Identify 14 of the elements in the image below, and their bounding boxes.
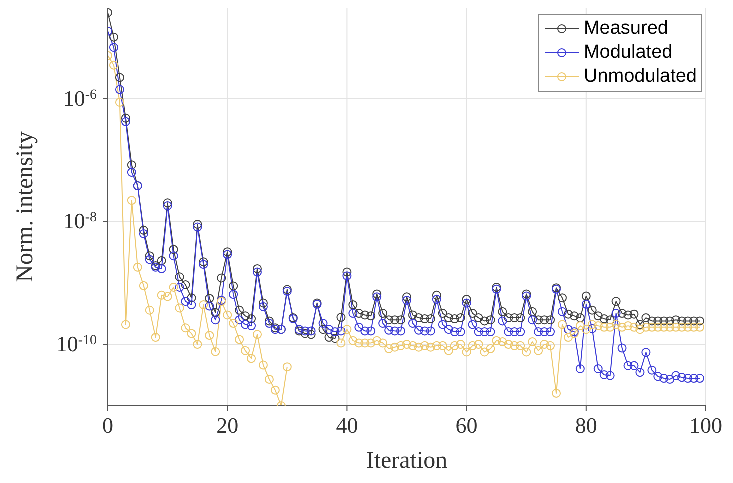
y-axis-title: Norm. intensity [12, 132, 39, 282]
y-tick-label: 10$^{-6}$ [63, 86, 97, 111]
x-tick-label: 80 [575, 413, 598, 438]
y-tick-label: 10$^{-8}$ [63, 208, 97, 234]
x-axis-title: Iteration [366, 448, 448, 474]
x-tick-label: 40 [336, 413, 358, 438]
legend-label: Measured [584, 17, 668, 41]
x-tick-label: 0 [102, 413, 114, 438]
x-tick-label: 100 [690, 413, 722, 438]
y-tick-label: 10$^{-10}$ [56, 332, 97, 357]
legend-label: Unmodulated [584, 65, 697, 89]
legend-label: Modulated [584, 41, 673, 65]
x-tick-label: 60 [456, 413, 478, 438]
x-tick-label: 20 [216, 413, 239, 438]
